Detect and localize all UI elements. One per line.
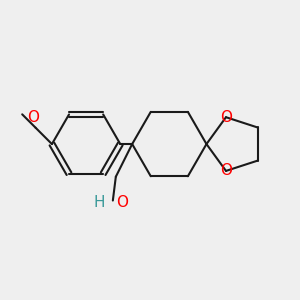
- Text: O: O: [220, 110, 232, 125]
- Text: O: O: [116, 194, 128, 209]
- Text: H: H: [94, 194, 105, 209]
- Text: O: O: [27, 110, 39, 125]
- Text: O: O: [220, 164, 232, 178]
